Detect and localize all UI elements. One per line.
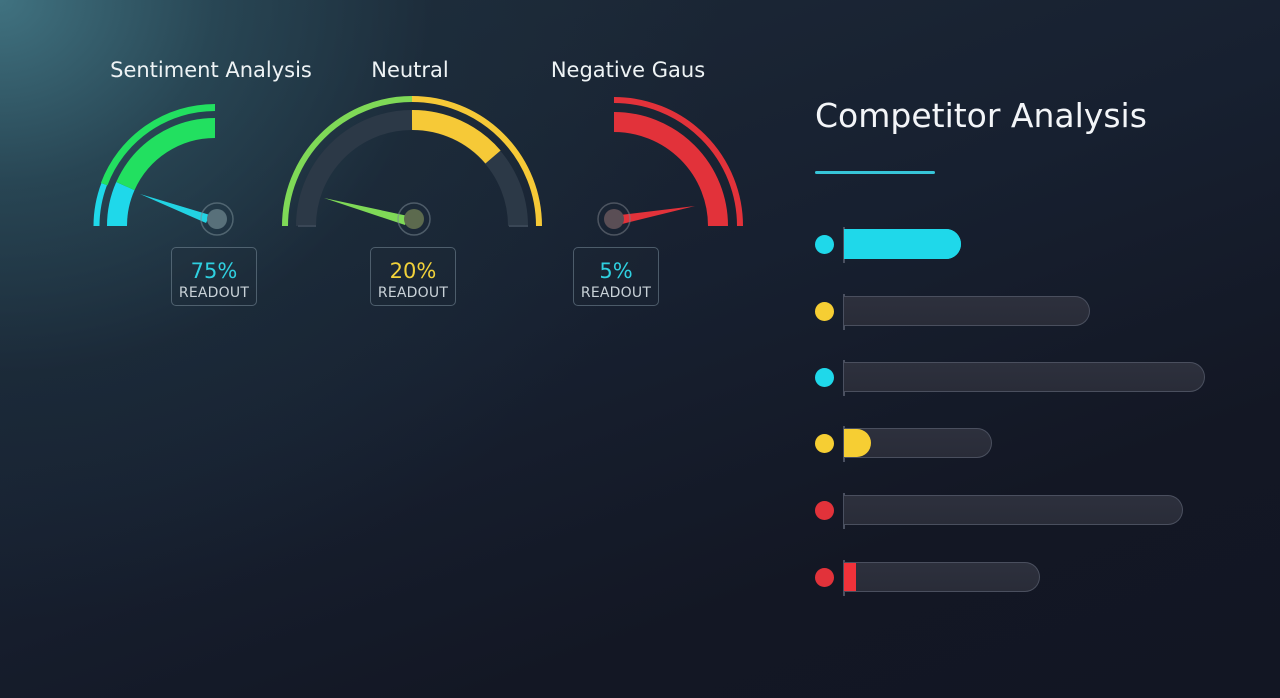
legend-dot-icon [815,235,834,254]
axis-divider [843,227,845,263]
readout-label: READOUT [377,285,449,301]
competitor-title: Competitor Analysis [815,96,1147,135]
bar-fill [844,429,871,457]
bar-track[interactable] [844,428,992,458]
competitor-bar-row [814,227,1234,263]
legend-dot-icon [815,501,834,520]
readout-negative: 5% READOUT [573,247,659,306]
axis-divider [843,560,845,596]
gauge-sentiment [93,104,234,236]
bar-track[interactable] [844,362,1205,392]
axis-divider [843,426,845,462]
readout-value: 75% [190,259,238,283]
readout-value: 5% [599,259,633,283]
competitor-bar-row [814,360,1234,396]
readout-label: READOUT [178,285,250,301]
bar-track[interactable] [844,229,961,259]
axis-divider [843,493,845,529]
legend-dot-icon [815,368,834,387]
competitor-bar-row [814,294,1234,330]
gauge-negative [597,97,743,236]
legend-dot-icon [815,434,834,453]
gauge-title-sentiment: Sentiment Analysis [110,58,312,82]
axis-divider [843,360,845,396]
readout-label: READOUT [580,285,652,301]
readout-neutral: 20% READOUT [370,247,456,306]
bar-fill [844,229,961,259]
axis-divider [843,294,845,330]
readout-value: 20% [389,259,437,283]
title-underline [815,171,935,174]
competitor-bar-row [814,560,1234,596]
gauge-graphics [93,96,743,236]
bar-track[interactable] [844,562,1040,592]
competitor-bar-row [814,426,1234,462]
gauge-title-negative: Negative Gaus [550,58,706,82]
gauge-neutral [282,96,542,236]
bar-track[interactable] [844,296,1090,326]
legend-dot-icon [815,302,834,321]
bar-fill [844,563,856,591]
bar-track[interactable] [844,495,1183,525]
legend-dot-icon [815,568,834,587]
competitor-bar-row [814,493,1234,529]
readout-sentiment: 75% READOUT [171,247,257,306]
gauge-title-neutral: Neutral [371,58,449,82]
